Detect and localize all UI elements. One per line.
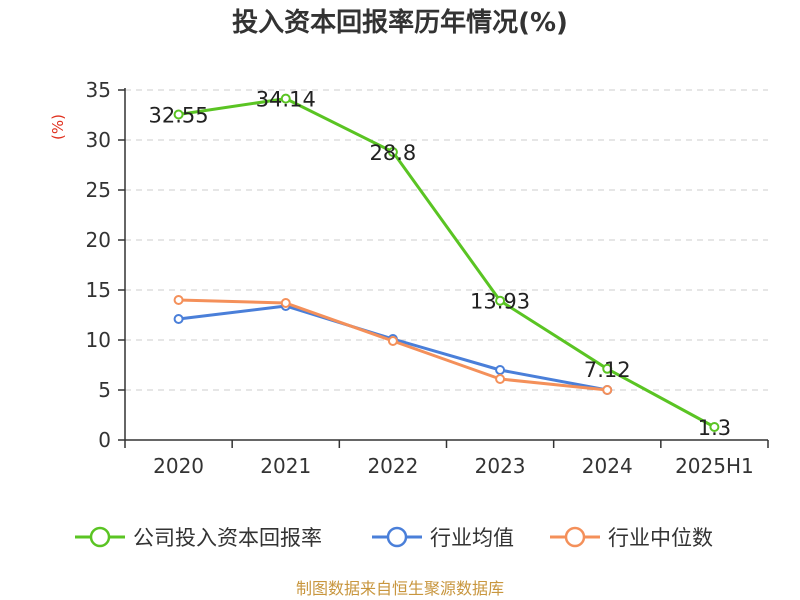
data-label: 28.8 [370,141,417,165]
data-point[interactable] [495,365,506,375]
data-point[interactable] [495,295,506,306]
x-tick-label: 2023 [475,454,526,478]
y-tick-label: 5 [98,378,111,402]
legend-label: 行业中位数 [608,526,713,550]
y-axis-unit: (%) [49,114,67,140]
legend-item-0[interactable]: 公司投入资本回报率 [75,526,322,550]
data-point[interactable] [387,147,398,157]
data-point[interactable] [173,295,184,305]
x-tick-label: 2025H1 [675,454,754,478]
legend-label: 行业均值 [430,526,514,550]
data-point[interactable] [173,109,184,120]
series-line [178,97,716,429]
legend-label: 公司投入资本回报率 [133,526,322,550]
data-label: 1.3 [698,416,731,440]
data-point[interactable] [280,93,291,104]
y-tick-label: 30 [86,128,111,152]
legend-swatch-marker [89,526,111,548]
y-tick-label: 0 [98,428,111,452]
data-point[interactable] [709,422,720,432]
data-point[interactable] [602,363,613,374]
axes: 0 5 10 15 20 25 30 35 2020 2021 2022 2023 2024 2025H1 [86,78,769,478]
gridlines [125,89,768,391]
series-0 [173,93,720,432]
y-tick-label: 25 [86,178,111,202]
series-lines [173,93,720,432]
x-tick-label: 2020 [153,454,204,478]
series-1 [173,301,613,395]
series-2 [173,295,613,395]
data-point[interactable] [602,385,613,395]
data-labels: 32.55 34.14 28.8 13.93 7.12 1.3 [149,88,732,440]
y-tick-label: 15 [86,278,111,302]
x-tick-label: 2024 [582,454,633,478]
y-tick-label: 10 [86,328,111,352]
data-point[interactable] [495,374,506,384]
data-label: 13.93 [470,290,530,314]
x-tick-label: 2022 [367,454,418,478]
legend-item-1[interactable]: 行业均值 [372,526,514,550]
legend-swatch-marker [386,526,408,548]
legend-swatch-marker [564,526,586,548]
legend-item-2[interactable]: 行业中位数 [550,526,713,550]
y-tick-label: 35 [86,78,111,102]
y-tick-label: 20 [86,228,111,252]
source-note: 制图数据来自恒生聚源数据库 [296,579,504,598]
chart-title: 投入资本回报率历年情况(%) [232,7,568,38]
legend[interactable]: 公司投入资本回报率 行业均值 行业中位数 [75,526,713,550]
series-line [178,304,608,392]
data-label: 7.12 [584,358,631,382]
data-point[interactable] [173,314,184,324]
data-point[interactable] [280,298,291,308]
data-label: 32.55 [149,104,209,128]
data-label: 34.14 [256,88,316,112]
data-point[interactable] [387,336,398,346]
x-tick-label: 2021 [260,454,311,478]
